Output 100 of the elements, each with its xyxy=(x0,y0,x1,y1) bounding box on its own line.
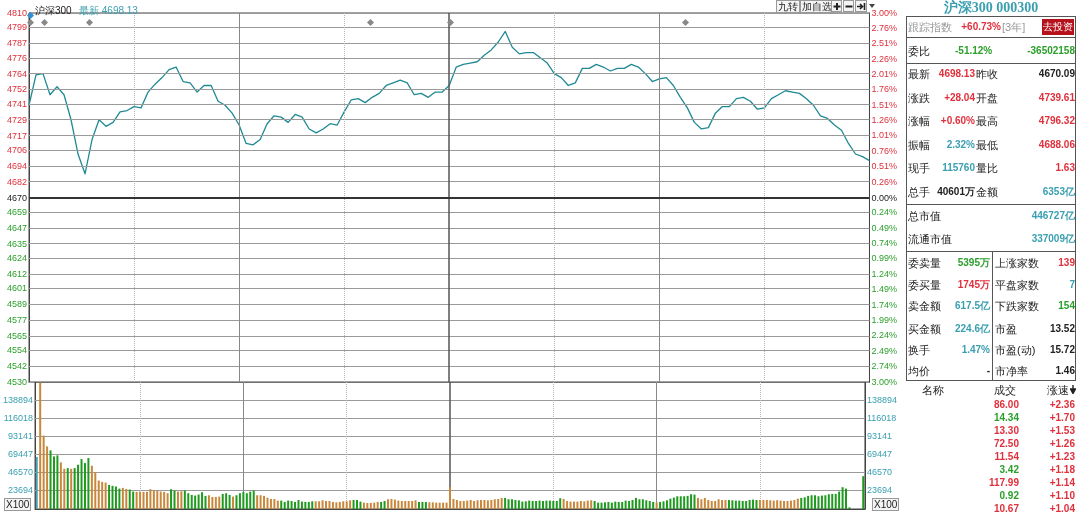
text: 最高 xyxy=(976,114,999,129)
y-tick-label: 4554 xyxy=(6,345,27,356)
text: 40601万 xyxy=(936,185,975,199)
text: 市盈(动) xyxy=(995,343,1037,358)
y-tick-label: 138894 xyxy=(2,394,34,405)
text: +1.04 xyxy=(1048,502,1075,512)
text: +1.53 xyxy=(1048,424,1075,438)
text: 最新 xyxy=(908,68,930,80)
y2-tick-label: 2.26% xyxy=(871,53,898,64)
y2-tick-label: 1.26% xyxy=(871,115,898,126)
text: +60.73% xyxy=(960,20,1001,34)
text: 139 xyxy=(1058,257,1075,268)
y-tick-label: 4706 xyxy=(6,145,27,156)
text: 13.30 xyxy=(992,424,1019,438)
y-tick-label: 4635 xyxy=(6,238,27,249)
text: +1.18 xyxy=(1048,463,1075,477)
text: 115760 xyxy=(941,161,975,175)
text: 14.34 xyxy=(992,411,1019,425)
y-tick-label: 4752 xyxy=(6,84,27,95)
text: 6353亿 xyxy=(1041,185,1075,199)
text: 4739.61 xyxy=(1037,91,1075,105)
text: 沪深300 000300 xyxy=(942,0,1040,16)
text: 涨速 xyxy=(1046,383,1070,398)
y2-tick-label: 2.74% xyxy=(871,361,898,372)
y2-tick-label: 0.49% xyxy=(871,222,898,233)
y2-tick-label: 138894 xyxy=(866,394,898,405)
y2-tick-label: 0.74% xyxy=(871,238,898,249)
text: 总手 xyxy=(908,186,930,198)
text: 1.47% xyxy=(960,343,990,357)
text: 成交 xyxy=(993,383,1017,398)
text: 上涨家数 xyxy=(995,256,1040,271)
text: [3年] xyxy=(1002,20,1026,35)
text: X100 xyxy=(4,498,32,511)
y2-tick-label: 1.51% xyxy=(871,99,898,110)
text: 跟踪指数 xyxy=(908,20,953,35)
y2-tick-label: 1.76% xyxy=(871,84,898,95)
text: 11.54 xyxy=(993,450,1019,464)
y-tick-label: 4659 xyxy=(6,207,27,217)
y-tick-label: 4729 xyxy=(6,114,27,125)
chart-subtitle: 最新 4698.13 xyxy=(79,4,139,16)
text: 均价 xyxy=(908,364,931,379)
y2-tick-label: 93141 xyxy=(866,430,892,441)
text: +1.14 xyxy=(1048,476,1075,490)
text: +1.70 xyxy=(1048,411,1075,425)
text: 涨幅 xyxy=(908,115,930,127)
text: 市盈 xyxy=(995,322,1018,337)
text: 3.42 xyxy=(998,463,1019,477)
text: - xyxy=(985,364,990,378)
text: 86.00 xyxy=(992,398,1019,412)
y2-tick-label: 1.99% xyxy=(871,314,898,325)
text: 446727亿 xyxy=(1030,209,1075,223)
y2-tick-label: 2.51% xyxy=(871,38,898,49)
y2-tick-label: 0.99% xyxy=(871,253,898,264)
y-tick-label: 4694 xyxy=(6,160,27,171)
text: 委卖量 xyxy=(908,256,942,271)
text: +28.04 xyxy=(943,91,975,105)
y2-tick-label: 1.49% xyxy=(871,284,898,295)
text: 涨跌 xyxy=(908,92,930,104)
text: 10.67 xyxy=(992,502,1019,512)
y2-tick-label: 2.49% xyxy=(871,345,898,356)
y-tick-label: 116018 xyxy=(3,412,34,423)
text: -51.12% xyxy=(955,44,994,58)
y-tick-label: 4741 xyxy=(6,98,27,109)
text: 5395万 xyxy=(956,256,990,270)
text: 委比 xyxy=(908,44,931,59)
y-tick-label: 4542 xyxy=(6,361,27,372)
text: 金额 xyxy=(976,185,999,200)
text: 2.32% xyxy=(945,138,975,152)
y-tick-label: 4776 xyxy=(6,52,27,63)
y-tick-label: 4601 xyxy=(6,283,27,294)
y-tick-label: 4787 xyxy=(6,38,27,49)
text: 117.99 xyxy=(987,476,1019,490)
y2-tick-label: 3.00% xyxy=(871,8,898,18)
text: 现手 xyxy=(908,162,930,174)
y2-tick-label: 0.51% xyxy=(871,161,898,172)
text: 4796.32 xyxy=(1037,114,1075,128)
text: 卖金额 xyxy=(908,299,942,314)
y2-tick-label: 0.24% xyxy=(871,207,898,218)
text: 市净率 xyxy=(995,364,1029,379)
y-tick-label: 69447 xyxy=(8,449,34,460)
text: 去投资 xyxy=(1042,19,1074,35)
text: 名称 xyxy=(920,383,945,398)
text: 72.50 xyxy=(992,437,1019,451)
text: +1.23 xyxy=(1048,450,1075,464)
text: 下跌家数 xyxy=(995,299,1040,314)
y-tick-label: 4624 xyxy=(6,253,27,264)
text: 1.63 xyxy=(1054,161,1075,175)
y-tick-label: 46570 xyxy=(8,467,34,478)
text: 平盘家数 xyxy=(995,278,1040,293)
y2-tick-label: 1.74% xyxy=(871,299,898,310)
text: 617.5亿 xyxy=(953,299,990,313)
text: +2.36 xyxy=(1048,398,1075,412)
text: 4688.06 xyxy=(1037,138,1075,152)
text: 4698.13 xyxy=(937,67,975,81)
y-tick-label: 4682 xyxy=(6,176,27,187)
y-tick-label: 4612 xyxy=(6,268,27,279)
y2-tick-label: 46570 xyxy=(866,467,892,478)
y2-tick-label: 116018 xyxy=(866,412,897,423)
text: 买金额 xyxy=(908,322,942,337)
text: +0.60% xyxy=(939,114,975,128)
